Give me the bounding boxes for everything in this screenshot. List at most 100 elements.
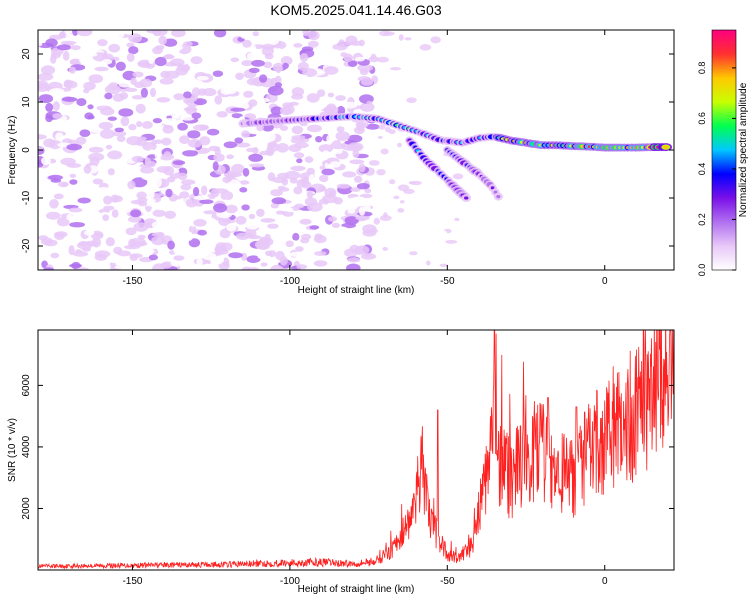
noise-blob bbox=[165, 107, 174, 116]
noise-blob bbox=[199, 199, 214, 204]
noise-blob bbox=[135, 103, 146, 114]
noise-blob bbox=[208, 145, 221, 151]
noise-blob bbox=[40, 237, 53, 246]
noise-blob bbox=[76, 30, 93, 37]
noise-blob bbox=[196, 257, 203, 268]
noise-blob bbox=[359, 102, 375, 112]
noise-blob bbox=[262, 43, 275, 50]
noise-blob bbox=[227, 179, 241, 189]
noise-blob bbox=[193, 195, 210, 200]
noise-blob bbox=[402, 235, 407, 239]
noise-blob bbox=[108, 43, 120, 53]
noise-blob bbox=[214, 95, 223, 105]
noise-blob bbox=[338, 39, 346, 48]
noise-blob bbox=[187, 130, 201, 139]
noise-blob bbox=[291, 87, 305, 97]
noise-blob bbox=[342, 171, 357, 178]
noise-blob bbox=[353, 126, 365, 135]
noise-blob bbox=[83, 81, 96, 91]
noise-blob bbox=[239, 187, 248, 193]
noise-blob bbox=[281, 177, 289, 186]
noise-blob bbox=[300, 237, 310, 244]
noise-blob bbox=[314, 251, 327, 256]
noise-blob bbox=[246, 147, 258, 153]
noise-blob bbox=[364, 188, 372, 194]
noise-blob bbox=[439, 263, 448, 267]
noise-blob bbox=[218, 216, 231, 227]
noise-blob bbox=[300, 178, 308, 186]
noise-blob bbox=[356, 183, 370, 190]
noise-blob bbox=[76, 267, 90, 270]
spectrogram-x-tick-label: -150 bbox=[122, 276, 142, 287]
noise-blob bbox=[104, 92, 113, 100]
noise-blob bbox=[241, 60, 254, 67]
noise-blob bbox=[359, 193, 373, 199]
noise-blob bbox=[55, 132, 64, 141]
noise-blob bbox=[188, 238, 201, 248]
noise-blob bbox=[105, 144, 113, 150]
noise-blob bbox=[41, 156, 51, 166]
noise-blob bbox=[226, 223, 237, 232]
noise-blob bbox=[291, 93, 304, 100]
noise-blob bbox=[187, 139, 202, 148]
noise-blob bbox=[248, 153, 263, 162]
colorbar-tick-label: 0.6 bbox=[697, 112, 707, 125]
noise-blob bbox=[173, 93, 185, 101]
noise-blob bbox=[360, 253, 377, 260]
noise-blob bbox=[52, 101, 60, 111]
spectrogram-y-tick-label: -20 bbox=[21, 238, 32, 253]
noise-blob bbox=[231, 163, 245, 174]
noise-blob bbox=[88, 152, 105, 162]
snr-y-tick-label: 4000 bbox=[21, 435, 32, 458]
noise-blob bbox=[227, 42, 240, 51]
noise-blob bbox=[151, 30, 168, 36]
noise-blob bbox=[307, 202, 323, 212]
noise-blob bbox=[125, 227, 137, 236]
noise-blob bbox=[152, 118, 162, 124]
noise-blob bbox=[142, 142, 157, 151]
noise-blob bbox=[87, 115, 95, 120]
noise-blob bbox=[117, 250, 131, 257]
noise-blob bbox=[94, 250, 111, 258]
noise-blob bbox=[45, 102, 54, 112]
noise-blob bbox=[337, 105, 346, 116]
noise-blob bbox=[114, 127, 124, 133]
noise-blob bbox=[267, 35, 280, 45]
noise-blob bbox=[69, 263, 83, 268]
noise-blob bbox=[139, 78, 153, 88]
noise-blob bbox=[131, 95, 144, 100]
noise-blob bbox=[292, 232, 300, 241]
noise-blob bbox=[140, 87, 148, 98]
noise-blob bbox=[126, 42, 135, 48]
noise-blob bbox=[136, 113, 149, 121]
noise-blob bbox=[291, 125, 303, 135]
noise-blob bbox=[439, 118, 450, 124]
noise-blob bbox=[64, 30, 72, 35]
noise-blob bbox=[187, 63, 196, 72]
noise-blob bbox=[132, 241, 148, 247]
noise-blob bbox=[256, 249, 265, 260]
noise-blob bbox=[231, 113, 243, 119]
signal-core bbox=[496, 195, 501, 199]
noise-blob bbox=[272, 47, 282, 55]
noise-blob bbox=[399, 200, 405, 204]
noise-blob bbox=[213, 30, 227, 38]
noise-blob bbox=[68, 207, 83, 213]
noise-blob bbox=[309, 225, 320, 230]
noise-blob bbox=[83, 165, 92, 174]
noise-blob bbox=[43, 138, 56, 148]
spectrogram-y-tick-label: -10 bbox=[21, 190, 32, 205]
noise-blob bbox=[91, 237, 102, 248]
noise-blob bbox=[206, 128, 220, 136]
noise-blob bbox=[246, 78, 260, 86]
noise-blob bbox=[279, 255, 288, 266]
noise-blob bbox=[126, 53, 135, 62]
noise-blob bbox=[181, 179, 196, 185]
noise-blob bbox=[454, 217, 460, 222]
noise-blob bbox=[376, 169, 386, 176]
noise-blob bbox=[238, 101, 250, 110]
noise-blob bbox=[171, 111, 181, 119]
noise-blob bbox=[167, 240, 175, 250]
noise-blob bbox=[300, 74, 309, 81]
